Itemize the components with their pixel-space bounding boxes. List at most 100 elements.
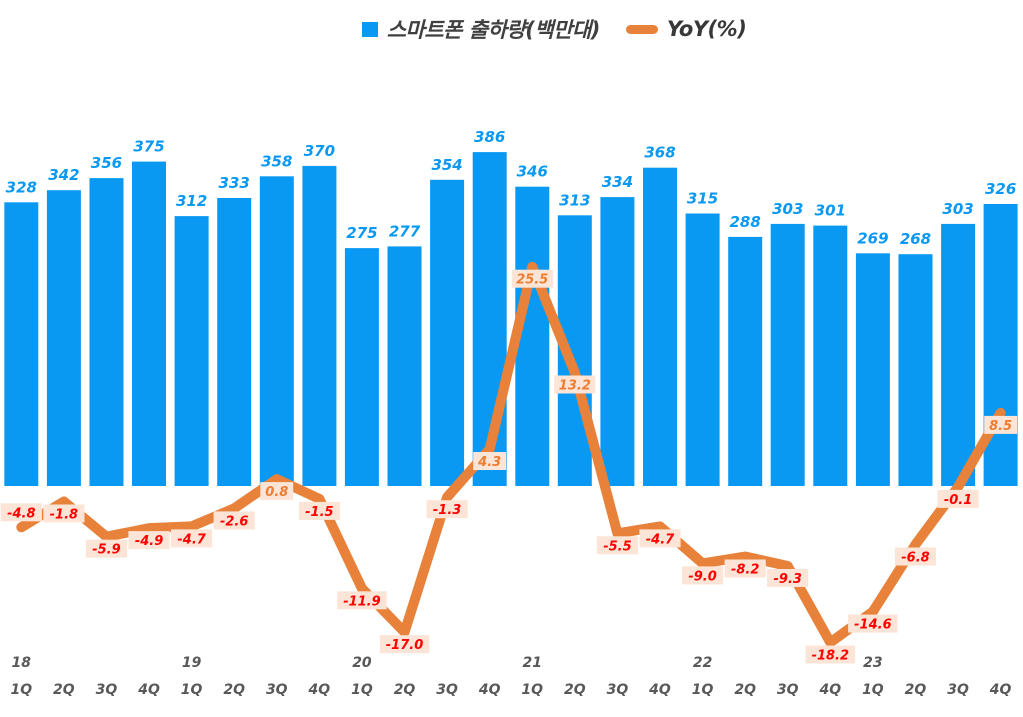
quarter-tick-label: 4Q <box>989 682 1012 698</box>
bar-value-label: 333 <box>219 174 250 192</box>
yoy-point-label: -4.8 <box>7 506 35 521</box>
year-tick-label: 18 <box>12 655 32 671</box>
yoy-point-label: -14.6 <box>854 618 891 633</box>
bar-value-label: 303 <box>942 200 973 218</box>
shipments-bar <box>174 216 209 486</box>
shipments-bar <box>600 197 635 486</box>
quarter-tick-label: 1Q <box>181 682 203 698</box>
yoy-point-label-bg <box>724 559 766 578</box>
quarter-tick-label: 2Q <box>53 682 75 698</box>
bar-value-label: 342 <box>48 166 79 184</box>
quarter-tick-label: 3Q <box>947 682 969 698</box>
legend-shipments-label: 스마트폰 출하량(백만대) <box>386 18 601 42</box>
bar-value-label: 315 <box>687 190 718 208</box>
yoy-point-label: -8.2 <box>731 563 759 578</box>
quarter-tick-label: 1Q <box>862 682 884 698</box>
yoy-point-label-bg <box>298 501 340 520</box>
yoy-point-label-bg <box>984 415 1018 434</box>
line-series-swatch-icon <box>625 24 658 34</box>
shipments-bar <box>4 202 39 487</box>
yoy-point-label: 0.8 <box>265 485 288 500</box>
bar-value-label: 358 <box>261 152 292 170</box>
quarter-tick-label: 3Q <box>96 682 118 698</box>
quarter-tick-label: 4Q <box>308 682 331 698</box>
bar-value-label: 370 <box>304 142 335 160</box>
quarter-tick-label: 2Q <box>905 682 927 698</box>
shipments-bar <box>387 246 422 486</box>
bar-value-label: 288 <box>730 213 761 231</box>
shipments-bar <box>855 253 890 486</box>
bar-value-label: 313 <box>559 191 590 209</box>
quarter-tick-label: 3Q <box>777 682 799 698</box>
year-tick-label: 22 <box>693 655 712 671</box>
yoy-point-label-bg <box>128 531 170 550</box>
quarter-tick-label: 1Q <box>521 682 543 698</box>
yoy-point-label: -2.6 <box>220 514 248 529</box>
quarter-tick-label: 3Q <box>607 682 629 698</box>
yoy-point-label-bg <box>848 614 898 633</box>
shipments-bar <box>685 213 720 486</box>
legend-yoy-label: YoY(%) <box>666 17 747 41</box>
year-tick-label: 19 <box>182 655 202 671</box>
chart-legend: 스마트폰 출하량(백만대) YoY(%) <box>0 14 1023 44</box>
bar-value-label: 368 <box>644 144 675 162</box>
quarter-tick-label: 2Q <box>394 682 416 698</box>
yoy-point-label-bg <box>511 269 553 288</box>
bar-value-label: 277 <box>389 222 421 240</box>
quarter-tick-label: 4Q <box>478 682 501 698</box>
year-tick-label: 21 <box>523 655 542 671</box>
shipments-bar <box>132 161 166 486</box>
shipments-bar <box>728 236 763 486</box>
yoy-point-label-bg <box>767 569 809 587</box>
yoy-point-label-bg <box>0 503 42 522</box>
yoy-point-label-bg <box>213 511 255 530</box>
yoy-point-label: 25.5 <box>516 273 548 288</box>
yoy-point-label: -18.2 <box>812 649 849 664</box>
bar-value-label: 328 <box>6 178 37 196</box>
bar-value-label: 386 <box>474 128 505 146</box>
bar-value-label: 303 <box>772 200 803 218</box>
quarter-tick-label: 3Q <box>436 682 458 698</box>
bar-value-label: 356 <box>91 154 122 172</box>
yoy-point-label: -1.3 <box>433 503 461 518</box>
yoy-point-label: -9.0 <box>688 569 716 584</box>
quarter-tick-label: 1Q <box>10 682 32 698</box>
shipments-bar <box>983 204 1018 486</box>
yoy-point-label-bg <box>682 566 724 585</box>
bar-value-label: 334 <box>602 173 633 191</box>
quarter-tick-label: 1Q <box>351 682 373 698</box>
shipments-bar <box>770 223 805 486</box>
quarter-tick-label: 3Q <box>266 682 288 698</box>
yoy-point-label-bg <box>554 375 596 394</box>
yoy-point-label-bg <box>805 645 856 664</box>
shipments-bar <box>89 178 124 486</box>
bar-value-label: 275 <box>346 224 377 242</box>
yoy-point-label-bg <box>426 500 468 519</box>
year-tick-label: 23 <box>863 655 882 671</box>
yoy-point-label-bg <box>260 482 294 501</box>
yoy-point-label: -9.3 <box>774 572 802 587</box>
yoy-point-label: -5.9 <box>92 543 120 558</box>
yoy-point-label-bg <box>379 635 430 654</box>
shipments-bar <box>217 198 252 486</box>
yoy-point-label-bg <box>639 529 681 548</box>
bar-value-label: 326 <box>985 180 1016 198</box>
shipments-bar <box>898 254 933 486</box>
yoy-point-label: -11.9 <box>343 594 380 609</box>
year-tick-label: 20 <box>352 655 372 671</box>
legend-item-yoy: YoY(%) <box>625 17 747 41</box>
yoy-point-label-bg <box>894 547 937 566</box>
yoy-point-label: 8.5 <box>989 419 1012 434</box>
yoy-point-label-bg <box>473 452 507 470</box>
yoy-point-label: -17.0 <box>386 638 423 653</box>
bar-value-label: 269 <box>857 229 888 247</box>
yoy-point-label-bg <box>596 536 638 555</box>
quarter-tick-label: 2Q <box>734 682 756 698</box>
bar-value-label: 268 <box>900 230 931 248</box>
shipments-bar <box>344 248 379 486</box>
bar-series-swatch-icon <box>361 21 378 37</box>
quarter-tick-label: 4Q <box>137 682 160 698</box>
shipments-bar <box>259 176 294 487</box>
quarter-tick-label: 1Q <box>692 682 714 698</box>
